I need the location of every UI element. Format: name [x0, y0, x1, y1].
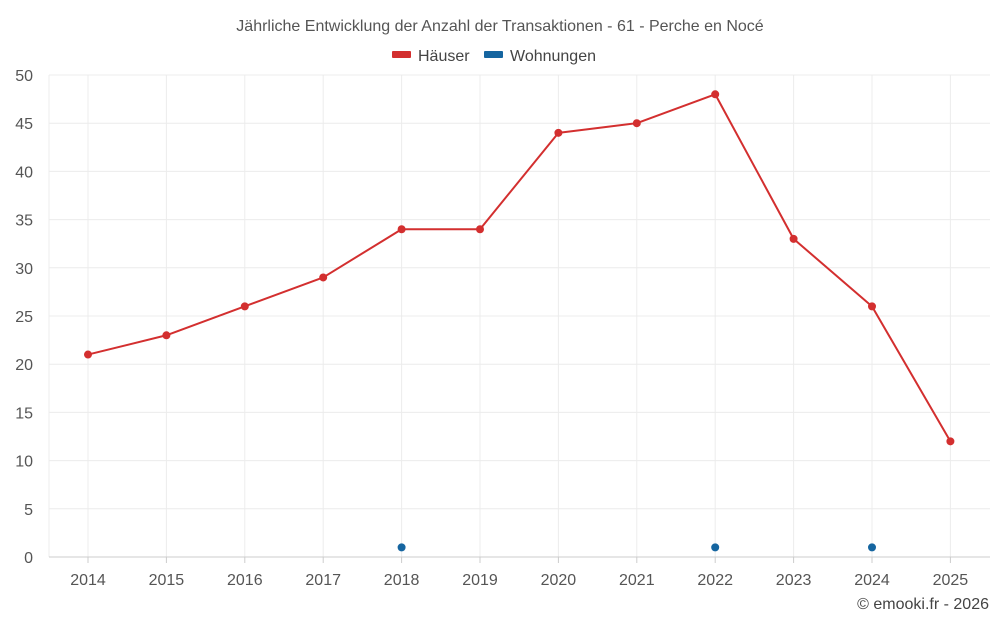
- data-point-haeuser[interactable]: [162, 331, 171, 340]
- chart-title: Jährliche Entwicklung der Anzahl der Tra…: [236, 18, 764, 35]
- data-point-wohnungen[interactable]: [711, 543, 720, 552]
- x-tick-label: 2022: [697, 572, 733, 589]
- y-tick-label: 5: [24, 502, 33, 519]
- data-point-haeuser[interactable]: [554, 128, 563, 137]
- x-tick-label: 2017: [305, 572, 341, 589]
- legend-swatch-wohnungen[interactable]: [484, 51, 503, 58]
- data-point-haeuser[interactable]: [84, 350, 92, 359]
- x-tick-label: 2023: [776, 572, 812, 589]
- x-tick-label: 2016: [227, 572, 263, 589]
- y-tick-label: 45: [15, 116, 33, 133]
- y-tick-label: 20: [15, 357, 33, 374]
- x-tick-label: 2015: [149, 572, 185, 589]
- y-tick-label: 35: [15, 213, 33, 230]
- data-point-haeuser[interactable]: [946, 437, 955, 446]
- x-tick-label: 2019: [462, 572, 498, 589]
- data-point-haeuser[interactable]: [632, 119, 641, 128]
- series-line-haeuser: [87, 93, 952, 442]
- grid: [48, 74, 990, 557]
- y-tick-label: 40: [15, 164, 33, 181]
- x-tick-label: 2020: [541, 572, 577, 589]
- data-point-haeuser[interactable]: [711, 90, 720, 99]
- x-tick-label: 2018: [384, 572, 420, 589]
- data-point-wohnungen[interactable]: [868, 543, 876, 552]
- x-tick-label: 2021: [619, 572, 655, 589]
- x-tick-label: 2025: [933, 572, 969, 589]
- legend-swatch-haeuser[interactable]: [392, 51, 411, 58]
- y-tick-label: 50: [15, 68, 33, 85]
- data-point-haeuser[interactable]: [476, 225, 484, 234]
- x-axis: 2014 2015 2016 2017 2018 2019 2020 2021 2022 2023…: [49, 556, 990, 589]
- data-point-haeuser[interactable]: [397, 225, 406, 234]
- plot-area: [84, 90, 955, 552]
- y-tick-label: 25: [15, 309, 33, 326]
- y-tick-label: 30: [15, 261, 33, 278]
- legend-label-wohnungen[interactable]: Wohnungen: [510, 48, 596, 65]
- y-tick-label: 0: [24, 550, 33, 567]
- x-tick-label: 2024: [854, 572, 890, 589]
- legend: Häuser Wohnungen: [392, 48, 596, 65]
- y-tick-label: 10: [15, 454, 33, 471]
- data-point-haeuser[interactable]: [789, 234, 798, 243]
- y-tick-label: 15: [15, 405, 33, 422]
- credit-text: © emooki.fr - 2026: [857, 596, 989, 613]
- data-point-haeuser[interactable]: [240, 302, 249, 311]
- data-point-haeuser[interactable]: [868, 302, 876, 311]
- data-point-haeuser[interactable]: [319, 273, 328, 282]
- y-axis: 0 5 10 15 20 25 30 35 40 45 50: [15, 68, 33, 567]
- legend-label-haeuser[interactable]: Häuser: [418, 48, 470, 65]
- x-tick-label: 2014: [70, 572, 106, 589]
- data-point-wohnungen[interactable]: [397, 543, 406, 552]
